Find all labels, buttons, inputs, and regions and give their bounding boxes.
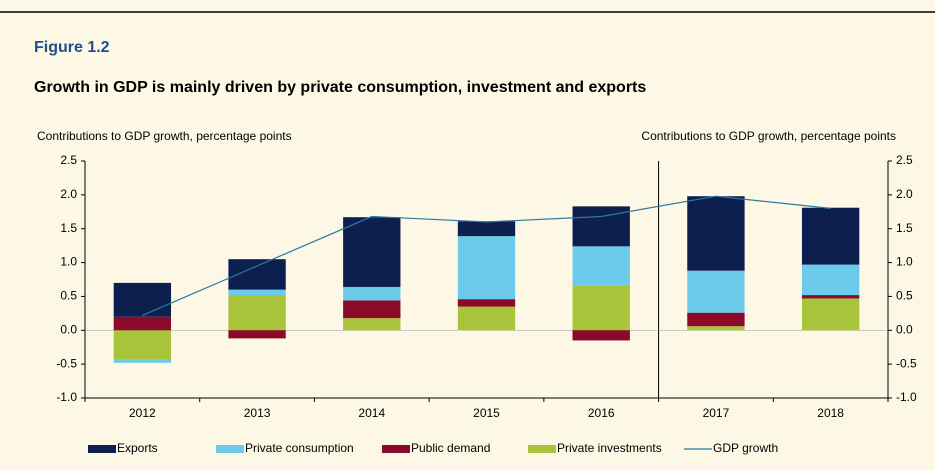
bar (113, 316, 172, 331)
bar (572, 246, 630, 286)
legend-label: Exports (117, 441, 158, 455)
x-tick-label: 2018 (817, 406, 844, 420)
bar (343, 300, 401, 319)
legend-swatch (88, 445, 116, 453)
bar (801, 298, 860, 331)
bar (572, 206, 630, 247)
chart-title: Growth in GDP is mainly driven by privat… (34, 79, 646, 96)
line (142, 195, 831, 316)
x-tick-label: 2017 (703, 406, 730, 420)
y2-tick-label: 1.0 (896, 255, 913, 269)
legend-swatch (216, 445, 244, 453)
legend-label: Public demand (411, 441, 490, 455)
bar (343, 286, 401, 301)
y2-tick-label: 1.5 (896, 221, 913, 235)
bar (572, 330, 630, 341)
y-tick-label: -0.5 (56, 356, 77, 370)
y-axis-label: Contributions to GDP growth, percentage … (37, 129, 292, 143)
legend-label: GDP growth (713, 441, 778, 455)
y2-tick-label: 0.5 (896, 289, 913, 303)
legend-swatch (382, 445, 410, 453)
bar (457, 306, 516, 331)
y2-tick-label: 2.0 (896, 187, 913, 201)
x-tick-label: 2016 (588, 406, 615, 420)
bar (801, 264, 860, 296)
x-tick-label: 2015 (473, 406, 500, 420)
bar (343, 318, 401, 331)
y2-tick-label: -1.0 (896, 390, 917, 404)
bar (572, 285, 630, 331)
bar (687, 196, 745, 271)
bar (801, 207, 860, 265)
legend-swatch (528, 445, 556, 453)
y-tick-label: 0.0 (60, 322, 77, 336)
bar (457, 299, 516, 307)
x-tick-label: 2014 (358, 406, 385, 420)
x-tick-label: 2013 (244, 406, 271, 420)
bar (228, 295, 286, 331)
bar (687, 270, 745, 313)
y2-tick-label: 2.5 (896, 153, 913, 167)
bar (457, 221, 516, 237)
legend-label: Private consumption (245, 441, 354, 455)
y-tick-label: 0.5 (60, 289, 77, 303)
bar (457, 236, 516, 300)
bar (113, 330, 172, 360)
figure-label: Figure 1.2 (34, 39, 110, 56)
y-tick-label: 2.0 (60, 187, 77, 201)
bar (113, 282, 172, 317)
y2-axis-label: Contributions to GDP growth, percentage … (641, 129, 896, 143)
bar (228, 330, 286, 339)
y2-tick-label: 0.0 (896, 322, 913, 336)
y-tick-label: 1.0 (60, 255, 77, 269)
y-tick-label: -1.0 (56, 390, 77, 404)
y-tick-label: 2.5 (60, 153, 77, 167)
bar (801, 295, 860, 299)
y-tick-label: 1.5 (60, 221, 77, 235)
bar (687, 326, 745, 331)
x-tick-label: 2012 (129, 406, 156, 420)
bar (343, 217, 401, 287)
bar (113, 359, 172, 363)
bar (687, 312, 745, 327)
y2-tick-label: -0.5 (896, 356, 917, 370)
bar (228, 289, 286, 296)
legend-label: Private investments (557, 441, 662, 455)
